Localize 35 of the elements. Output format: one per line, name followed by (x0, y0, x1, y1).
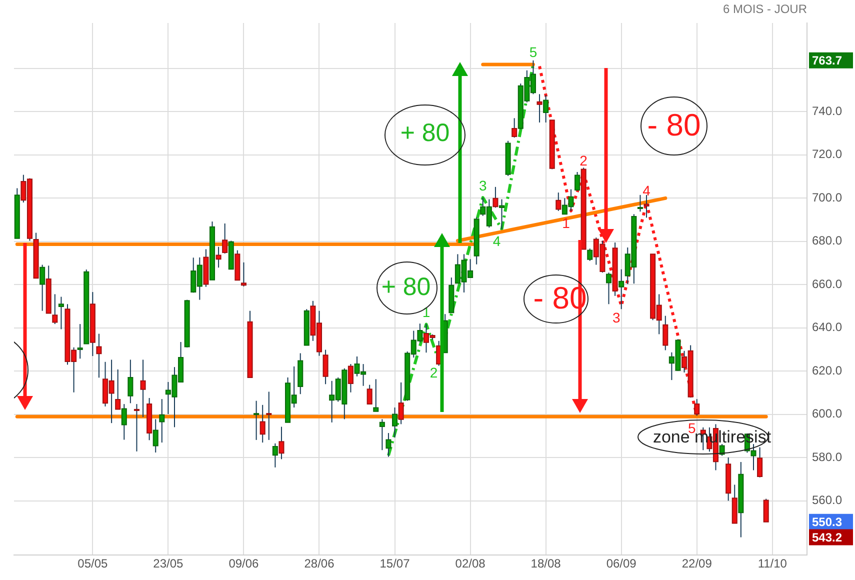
annotation: 4 (492, 232, 501, 249)
y-tick-label: 640.0 (812, 320, 842, 334)
y-tick-label: 660.0 (812, 276, 842, 291)
x-tick-label: 09/06 (228, 556, 260, 571)
annotation: 2 (580, 152, 588, 169)
y-tick-label: 600.0 (812, 406, 842, 421)
text: 543.2 (812, 530, 842, 545)
annotation: 3 (612, 310, 620, 326)
x-tick-label: 06/09 (606, 556, 637, 571)
chart-subtitle: 6 MOIS - JOUR (722, 2, 807, 16)
x-tick-label: 02/08 (455, 556, 486, 571)
y-tick-label: 560.0 (812, 493, 842, 508)
x-tick-label: 11/10 (758, 556, 788, 571)
text: 763.7 (812, 54, 842, 68)
x-tick-label: 18/08 (530, 556, 562, 571)
annotation: 4 (642, 182, 651, 198)
y-tick-label: 700.0 (812, 190, 842, 204)
y-tick-label: 720.0 (812, 147, 842, 162)
annotation: 5 (529, 44, 538, 60)
annotation: + 80 (400, 118, 450, 147)
annotation: 3 (478, 177, 487, 194)
annotation: 5 (688, 420, 696, 436)
y-tick-label: 740.0 (812, 104, 842, 118)
annotation: 2 (430, 364, 438, 381)
y-tick-label: 620.0 (812, 363, 842, 378)
y-tick-label: 680.0 (812, 234, 842, 248)
text: 550.3 (812, 515, 842, 530)
x-tick-label: 05/05 (78, 556, 108, 571)
annotation: - 80 (647, 108, 701, 143)
x-tick-label: 15/07 (380, 556, 410, 571)
x-tick-label: 23/05 (153, 556, 184, 571)
x-tick-label: 28/06 (304, 556, 335, 571)
y-tick-label: 580.0 (812, 450, 842, 464)
annotation: + 80 (381, 273, 431, 302)
x-tick-label: 22/09 (682, 556, 712, 571)
